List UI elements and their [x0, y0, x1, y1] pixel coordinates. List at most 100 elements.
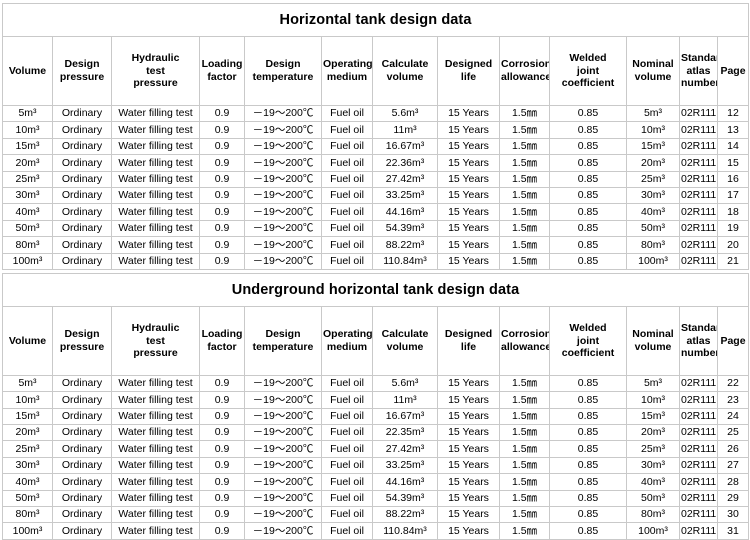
cell-corrosion[interactable]: 1.5㎜ — [499, 456, 550, 475]
cell-calc_volume[interactable]: 16.67m³ — [372, 407, 438, 426]
cell-medium[interactable]: Fuel oil — [321, 374, 373, 393]
cell-life[interactable]: 15 Years — [437, 440, 500, 458]
cell-page[interactable]: 13 — [716, 121, 750, 139]
cell-nominal[interactable]: 30m³ — [626, 456, 680, 475]
cell-corrosion[interactable]: 1.5㎜ — [499, 424, 550, 442]
cell-volume[interactable]: 30m³ — [2, 186, 53, 205]
cell-life[interactable]: 15 Years — [437, 407, 500, 426]
column-header-loading[interactable]: Loading factor — [199, 305, 245, 376]
cell-nominal[interactable]: 5m³ — [626, 374, 680, 393]
cell-life[interactable]: 15 Years — [437, 473, 500, 491]
cell-loading[interactable]: 0.9 — [199, 424, 245, 442]
cell-design_pressure[interactable]: Ordinary — [52, 489, 112, 508]
cell-atlas[interactable]: 02R111 — [679, 506, 718, 524]
cell-corrosion[interactable]: 1.5㎜ — [499, 489, 550, 508]
cell-life[interactable]: 15 Years — [437, 252, 500, 270]
cell-page[interactable]: 18 — [716, 203, 750, 221]
cell-welded[interactable]: 0.85 — [549, 252, 627, 270]
cell-page[interactable]: 27 — [717, 456, 749, 475]
cell-page[interactable]: 28 — [717, 473, 749, 491]
cell-welded[interactable]: 0.85 — [549, 473, 627, 491]
cell-welded[interactable]: 0.85 — [549, 440, 627, 458]
cell-design_pressure[interactable]: Ordinary — [52, 391, 112, 409]
cell-corrosion[interactable]: 1.5㎜ — [499, 440, 550, 458]
cell-life[interactable]: 15 Years — [437, 121, 500, 139]
cell-nominal[interactable]: 40m³ — [626, 473, 680, 491]
cell-welded[interactable]: 0.85 — [549, 489, 627, 508]
cell-nominal[interactable]: 5m³ — [626, 104, 680, 123]
cell-temperature[interactable]: －19～200℃ — [244, 121, 322, 139]
cell-atlas[interactable]: 02R111 — [679, 374, 718, 393]
column-header-page[interactable]: Page — [716, 36, 750, 106]
cell-loading[interactable]: 0.9 — [199, 236, 245, 254]
cell-medium[interactable]: Fuel oil — [321, 203, 373, 221]
cell-page[interactable]: 15 — [716, 154, 750, 172]
cell-volume[interactable]: 80m³ — [2, 236, 53, 254]
cell-life[interactable]: 15 Years — [437, 489, 500, 508]
cell-welded[interactable]: 0.85 — [549, 236, 627, 254]
column-header-volume[interactable]: Volume — [2, 36, 53, 106]
cell-atlas[interactable]: 02R111 — [679, 522, 718, 540]
cell-design_pressure[interactable]: Ordinary — [52, 522, 112, 540]
cell-loading[interactable]: 0.9 — [199, 374, 245, 393]
cell-page[interactable]: 17 — [716, 186, 750, 205]
cell-volume[interactable]: 40m³ — [2, 473, 53, 491]
cell-atlas[interactable]: 02R111 — [679, 170, 718, 188]
cell-design_pressure[interactable]: Ordinary — [52, 121, 112, 139]
cell-temperature[interactable]: －19～200℃ — [244, 391, 322, 409]
cell-design_pressure[interactable]: Ordinary — [52, 203, 112, 221]
cell-calc_volume[interactable]: 33.25m³ — [372, 186, 438, 205]
cell-medium[interactable]: Fuel oil — [321, 506, 373, 524]
cell-hydraulic[interactable]: Water filling test — [111, 219, 200, 238]
cell-atlas[interactable]: 02R111 — [679, 252, 718, 270]
cell-medium[interactable]: Fuel oil — [321, 236, 373, 254]
cell-atlas[interactable]: 02R111 — [679, 186, 718, 205]
cell-design_pressure[interactable]: Ordinary — [52, 456, 112, 475]
cell-life[interactable]: 15 Years — [437, 137, 500, 156]
column-header-nominal[interactable]: Nominal volume — [626, 36, 680, 106]
cell-nominal[interactable]: 15m³ — [626, 137, 680, 156]
cell-temperature[interactable]: －19～200℃ — [244, 407, 322, 426]
cell-temperature[interactable]: －19～200℃ — [244, 170, 322, 188]
cell-temperature[interactable]: －19～200℃ — [244, 137, 322, 156]
cell-hydraulic[interactable]: Water filling test — [111, 374, 200, 393]
cell-temperature[interactable]: －19～200℃ — [244, 456, 322, 475]
cell-volume[interactable]: 40m³ — [2, 203, 53, 221]
cell-atlas[interactable]: 02R111 — [679, 391, 718, 409]
cell-hydraulic[interactable]: Water filling test — [111, 522, 200, 540]
cell-temperature[interactable]: －19～200℃ — [244, 104, 322, 123]
cell-design_pressure[interactable]: Ordinary — [52, 154, 112, 172]
cell-volume[interactable]: 100m³ — [2, 522, 53, 540]
cell-nominal[interactable]: 50m³ — [626, 219, 680, 238]
cell-calc_volume[interactable]: 27.42m³ — [372, 440, 438, 458]
cell-volume[interactable]: 25m³ — [2, 170, 53, 188]
cell-hydraulic[interactable]: Water filling test — [111, 407, 200, 426]
cell-temperature[interactable]: －19～200℃ — [244, 203, 322, 221]
cell-corrosion[interactable]: 1.5㎜ — [499, 374, 550, 393]
cell-atlas[interactable]: 02R111 — [679, 137, 718, 156]
cell-life[interactable]: 15 Years — [437, 522, 500, 540]
column-header-hydraulic[interactable]: Hydraulic test pressure — [111, 36, 200, 106]
cell-hydraulic[interactable]: Water filling test — [111, 137, 200, 156]
cell-welded[interactable]: 0.85 — [549, 391, 627, 409]
column-header-welded[interactable]: Welded joint coefficient — [549, 305, 627, 376]
cell-loading[interactable]: 0.9 — [199, 137, 245, 156]
column-header-nominal[interactable]: Nominal volume — [626, 305, 680, 376]
cell-atlas[interactable]: 02R111 — [679, 424, 718, 442]
cell-life[interactable]: 15 Years — [437, 506, 500, 524]
cell-page[interactable]: 24 — [717, 407, 749, 426]
cell-volume[interactable]: 15m³ — [2, 137, 53, 156]
cell-hydraulic[interactable]: Water filling test — [111, 170, 200, 188]
cell-life[interactable]: 15 Years — [437, 186, 500, 205]
cell-volume[interactable]: 100m³ — [2, 252, 53, 270]
cell-corrosion[interactable]: 1.5㎜ — [499, 506, 550, 524]
cell-life[interactable]: 15 Years — [437, 104, 500, 123]
column-header-page[interactable]: Page — [717, 305, 749, 376]
cell-welded[interactable]: 0.85 — [549, 506, 627, 524]
cell-life[interactable]: 15 Years — [437, 391, 500, 409]
cell-temperature[interactable]: －19～200℃ — [244, 252, 322, 270]
cell-design_pressure[interactable]: Ordinary — [52, 170, 112, 188]
cell-medium[interactable]: Fuel oil — [321, 391, 373, 409]
cell-loading[interactable]: 0.9 — [199, 104, 245, 123]
cell-loading[interactable]: 0.9 — [199, 456, 245, 475]
